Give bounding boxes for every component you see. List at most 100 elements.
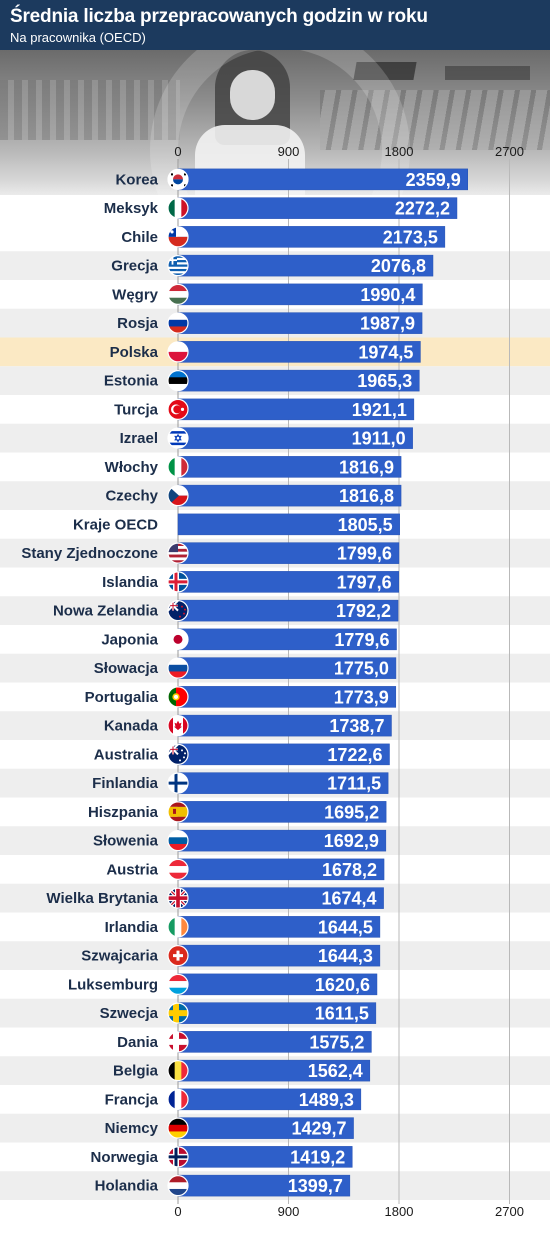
value-label: 1965,3 [357,371,412,391]
value-label: 2272,2 [395,199,450,219]
category-label: Irlandia [105,919,159,936]
israel-flag-icon [167,427,189,449]
category-label: Szwajcaria [81,948,158,965]
category-label: Korea [115,171,158,188]
category-label: Kraje OECD [73,516,158,533]
x-tick-label-top: 2700 [495,144,524,159]
value-label: 1816,8 [339,486,394,506]
category-label: Turcja [114,401,159,418]
france-flag-icon [167,1088,189,1110]
category-label: Estonia [104,373,159,390]
russia-flag-icon [167,312,189,334]
category-label: Australia [94,746,159,763]
chile-flag-icon [167,226,189,248]
netherlands-flag-icon [167,1175,189,1197]
value-label: 1489,3 [299,1090,354,1110]
greece-flag-icon [167,255,189,277]
value-label: 1711,5 [327,774,381,794]
chart-header: Średnia liczba przepracowanych godzin w … [0,0,550,50]
category-label: Polska [110,344,159,361]
hungary-flag-icon [167,283,189,305]
value-label: 1419,2 [290,1147,345,1167]
x-tick-label-top: 1800 [385,144,414,159]
category-label: Kanada [104,718,159,735]
value-label: 1974,5 [358,342,413,362]
category-label: Izrael [120,430,158,447]
usa-flag-icon [167,542,189,564]
category-label: Meksyk [104,200,159,217]
category-label: Finlandia [92,775,158,792]
uk-flag-icon [167,887,189,909]
south-korea-flag-icon [167,168,189,190]
category-label: Czechy [105,488,158,505]
value-label: 1990,4 [360,285,415,305]
value-label: 1620,6 [315,975,370,995]
finland-flag-icon [167,772,189,794]
category-label: Wielka Brytania [46,890,158,907]
ireland-flag-icon [167,916,189,938]
australia-flag-icon [167,743,189,765]
category-label: Islandia [102,574,159,591]
value-label: 1738,7 [329,716,384,736]
portugal-flag-icon [167,686,189,708]
category-label: Portugalia [85,689,159,706]
value-label: 1921,1 [352,400,407,420]
x-tick-label-top: 900 [278,144,300,159]
value-label: 1779,6 [334,630,389,650]
luxembourg-flag-icon [167,973,189,995]
slovakia-flag-icon [167,657,189,679]
category-label: Japonia [101,631,158,648]
belgium-flag-icon [167,1060,189,1082]
mexico-flag-icon [167,197,189,219]
czechia-flag-icon [167,485,189,507]
background-photo [0,50,550,195]
value-label: 1644,5 [318,917,373,937]
x-tick-label-bottom: 1800 [385,1204,414,1219]
category-label: Norwegia [90,1149,158,1166]
value-label: 1792,2 [336,601,391,621]
value-label: 1987,9 [360,314,415,334]
sweden-flag-icon [167,1002,189,1024]
category-label: Hiszpania [88,804,159,821]
value-label: 1911,0 [352,429,406,449]
category-label: Rosja [117,315,159,332]
category-label: Szwecja [100,1005,159,1022]
norway-flag-icon [167,1146,189,1168]
denmark-flag-icon [167,1031,189,1053]
value-label: 1816,9 [339,457,394,477]
category-label: Francja [105,1091,159,1108]
x-tick-label-top: 0 [174,144,181,159]
value-label: 1644,3 [318,946,373,966]
value-label: 1674,4 [322,889,377,909]
value-label: 1678,2 [322,860,377,880]
chart-title: Średnia liczba przepracowanych godzin w … [10,6,428,27]
value-label: 1722,6 [327,745,382,765]
value-label: 1799,6 [337,544,392,564]
category-label: Grecja [111,258,158,275]
germany-flag-icon [167,1117,189,1139]
x-tick-label-bottom: 0 [174,1204,181,1219]
switzerland-flag-icon [167,945,189,967]
x-tick-label-bottom: 900 [278,1204,300,1219]
value-label: 1429,7 [291,1119,346,1139]
iceland-flag-icon [167,571,189,593]
spain-flag-icon [167,801,189,823]
value-label: 1773,9 [334,687,389,707]
category-label: Słowacja [94,660,159,677]
category-label: Włochy [105,459,159,476]
chart-subtitle: Na pracownika (OECD) [10,30,146,45]
japan-flag-icon [167,628,189,650]
category-label: Słowenia [93,833,159,850]
x-tick-label-bottom: 2700 [495,1204,524,1219]
value-label: 1805,5 [338,515,393,535]
value-label: 1575,2 [309,1032,364,1052]
value-label: 2359,9 [406,170,461,190]
value-label: 1695,2 [324,802,379,822]
bar [177,513,400,536]
value-label: 1692,9 [324,831,379,851]
value-label: 1399,7 [288,1176,343,1196]
new-zealand-flag-icon [167,600,189,622]
category-label: Belgia [113,1063,159,1080]
value-label: 1775,0 [334,659,389,679]
